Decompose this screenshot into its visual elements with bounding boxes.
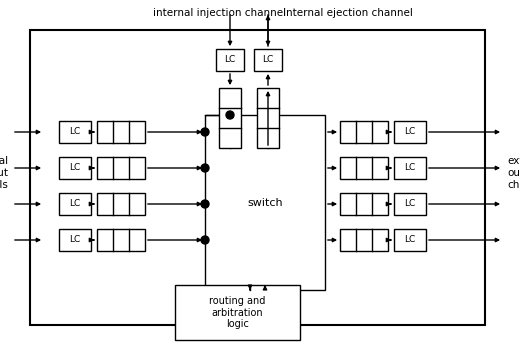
Circle shape xyxy=(201,164,209,172)
Bar xyxy=(97,121,145,143)
Bar xyxy=(59,157,91,179)
Bar xyxy=(394,157,426,179)
Text: LC: LC xyxy=(69,236,81,245)
Circle shape xyxy=(201,236,209,244)
Bar xyxy=(340,193,388,215)
Text: internal ejection channel: internal ejection channel xyxy=(283,8,413,18)
Bar xyxy=(59,229,91,251)
Bar xyxy=(30,30,485,325)
Text: LC: LC xyxy=(224,56,236,65)
Text: LC: LC xyxy=(405,127,415,136)
Bar xyxy=(219,88,241,148)
Bar xyxy=(394,229,426,251)
Bar xyxy=(340,229,388,251)
Text: LC: LC xyxy=(405,163,415,172)
Bar xyxy=(340,121,388,143)
Text: LC: LC xyxy=(69,127,81,136)
Circle shape xyxy=(201,200,209,208)
Bar xyxy=(257,88,279,148)
Bar xyxy=(59,193,91,215)
Text: LC: LC xyxy=(69,163,81,172)
Bar xyxy=(254,49,282,71)
Bar xyxy=(394,193,426,215)
Bar xyxy=(175,285,300,340)
Bar xyxy=(216,49,244,71)
Text: LC: LC xyxy=(263,56,274,65)
Bar xyxy=(205,115,325,290)
Bar xyxy=(59,121,91,143)
Bar xyxy=(97,193,145,215)
Text: internal injection channel: internal injection channel xyxy=(153,8,287,18)
Text: external
input
channels: external input channels xyxy=(0,156,8,189)
Bar xyxy=(394,121,426,143)
Text: routing and
arbitration
logic: routing and arbitration logic xyxy=(210,296,266,329)
Text: LC: LC xyxy=(405,200,415,208)
Circle shape xyxy=(226,111,234,119)
Text: external
output
channels: external output channels xyxy=(507,156,520,189)
Text: LC: LC xyxy=(69,200,81,208)
Text: LC: LC xyxy=(405,236,415,245)
Bar xyxy=(97,229,145,251)
Bar xyxy=(97,157,145,179)
Bar xyxy=(340,157,388,179)
Text: switch: switch xyxy=(247,197,283,208)
Circle shape xyxy=(201,128,209,136)
